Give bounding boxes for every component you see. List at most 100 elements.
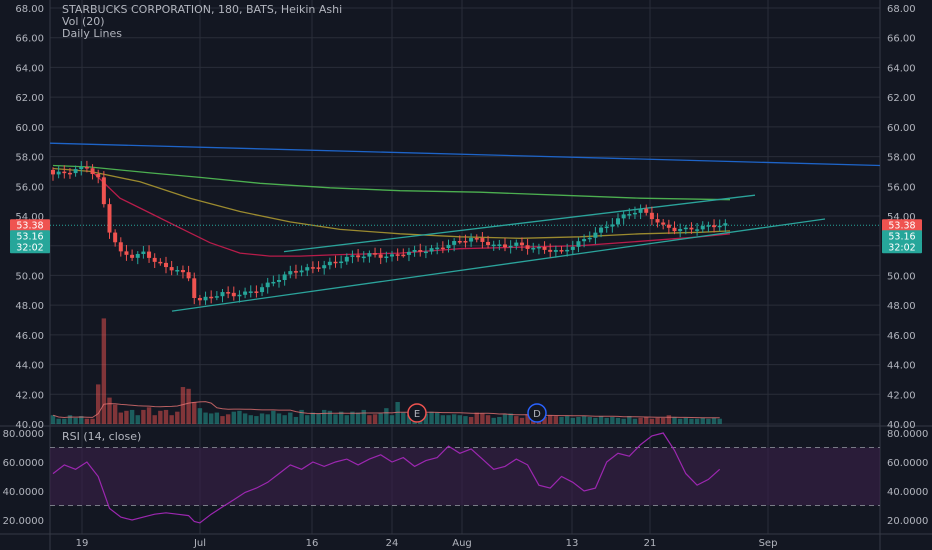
volume-bar [158,410,163,424]
candle-body [367,253,372,257]
volume-bar [129,409,135,424]
rsi-legend[interactable]: RSI (14, close) [62,430,142,443]
volume-bar [395,402,400,424]
volume-bar [463,416,468,424]
candle-body [712,225,717,228]
date-tick: 19 [76,538,89,549]
volume-bar [146,407,152,424]
volume-bar [50,415,56,424]
candle-body [661,222,666,225]
price-tick-left: 68.00 [15,4,44,15]
candle-body [632,212,637,215]
volume-bar [446,415,451,424]
earnings-marker[interactable]: E [407,403,427,423]
volume-bar [519,417,525,424]
volume-bar [627,416,632,424]
volume-bar [118,412,123,424]
candle-body [627,214,632,216]
price-tick-left: 60.00 [15,123,44,134]
candle-body [361,256,366,259]
candle-body [395,254,400,256]
volume-bar [610,416,615,424]
price-tick-left: 40.00 [15,420,44,431]
candle-body [214,296,219,298]
price-tick-left: 58.00 [15,153,44,164]
price-tick-right: 62.00 [887,93,916,104]
timer-badge-left-text: 32:02 [16,243,43,254]
price-tick-left: 56.00 [15,182,44,193]
volume-bar [655,417,660,424]
timer-badge-left-bg [10,241,50,254]
volume-bar [480,413,485,424]
candle-body [327,261,332,266]
volume-bar [621,418,626,424]
volume-bar [542,416,547,424]
volume-bar [649,418,655,424]
volume-legend[interactable]: Vol (20) [62,15,105,28]
volume-bar [124,410,129,424]
price-tick-right: 60.00 [887,123,916,134]
candle-body [486,241,491,246]
rsi-pane: 20.0000 20.0000 40.0000 40.0000 60.0000 60.00… [3,429,929,527]
candle-body [519,242,524,246]
volume-bar [242,413,248,424]
candle-body [423,251,428,254]
volume-bar [711,417,717,424]
volume-bar [344,415,349,424]
volume-bar [271,410,276,424]
candle-body [503,244,507,248]
prev-close-badge-left-bg [10,230,50,243]
rsi-tick-right: 40.0000 [887,487,928,498]
volume-bar [192,402,197,424]
dividend-marker[interactable]: D [527,403,547,423]
candle-body [666,224,671,228]
date-tick: Aug [452,538,472,549]
candle-body [51,169,55,175]
candle-body [582,239,587,242]
candle-body [248,291,253,293]
volume-bar [203,412,208,424]
candle-body [491,244,496,247]
candle-body [333,261,338,264]
candle-body [610,224,615,227]
price-tick-right: 68.00 [887,4,916,15]
candle-body [192,278,197,299]
volume-bar [491,417,496,424]
volume-bar [152,415,157,424]
candle-body [288,271,293,275]
volume-bar [384,408,389,424]
volume-bar [305,415,310,424]
price-tick-right: 40.00 [887,420,916,431]
volume-bar [553,416,559,424]
volume-bar [485,415,491,424]
green-ma-line [52,164,731,201]
candle-body [180,270,185,273]
volume-bar [683,417,688,424]
volume-bar [293,416,299,424]
volume-bar [79,416,84,424]
candle-body [695,229,700,231]
volume-bar [502,414,508,424]
rsi-tick-right: 80.0000 [887,429,928,440]
lines-legend[interactable]: Daily Lines [62,27,122,40]
upper-trendline [283,194,756,253]
volume-bar [225,414,231,424]
candle-body [649,212,654,220]
candle-body [638,208,643,213]
prev-close-badge-left: 53.16 [10,230,50,243]
price-tick-left: 62.00 [15,93,44,104]
volume-bar [638,417,643,424]
candle-body [186,272,191,279]
symbol-title[interactable]: STARBUCKS CORPORATION, 180, BATS, Heikin… [62,3,343,16]
volume-bars [50,318,722,424]
candle-body [621,214,626,219]
price-tick-right: 48.00 [887,301,916,312]
volume-bar [248,415,253,424]
volume-bar [322,409,327,424]
volume-bar [316,413,321,424]
candle-body [463,241,468,243]
last-price-badge-right-bg [882,219,922,232]
candle-body [542,246,547,250]
